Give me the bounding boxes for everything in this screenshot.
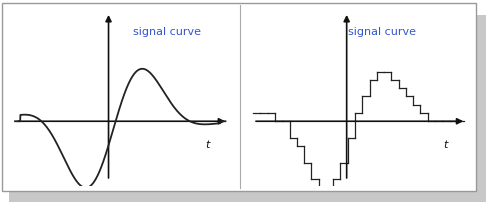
Text: t: t [443, 139, 448, 149]
Text: t: t [205, 139, 210, 149]
Text: signal curve: signal curve [133, 27, 201, 37]
Text: signal curve: signal curve [349, 27, 416, 37]
